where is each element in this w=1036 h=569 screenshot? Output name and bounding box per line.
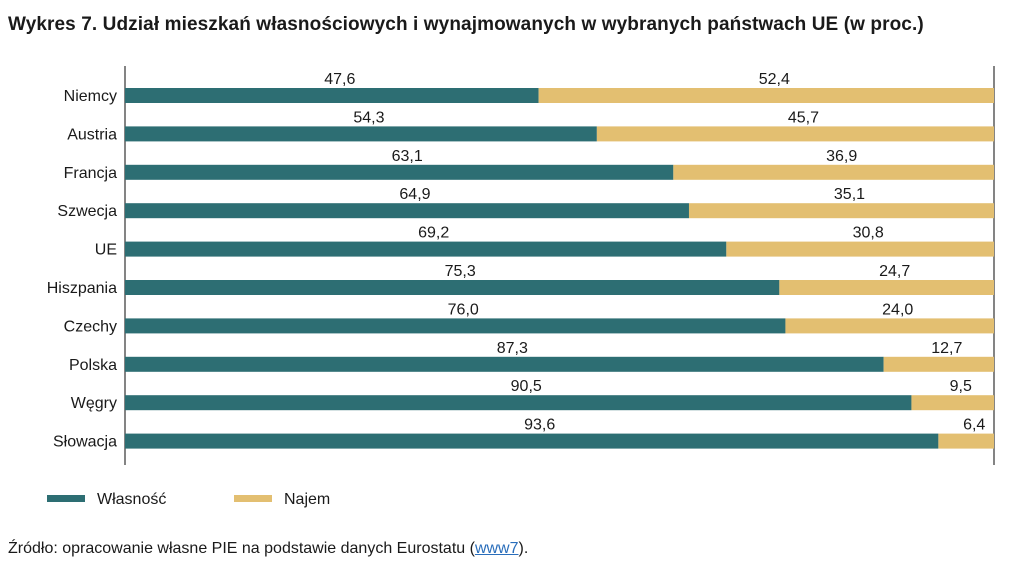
data-label-wlasnosc: 90,5	[511, 378, 542, 395]
data-label-wlasnosc: 54,3	[353, 109, 384, 126]
bar-najem	[911, 395, 994, 411]
bar-najem	[688, 203, 994, 219]
data-label-najem: 24,7	[879, 263, 910, 280]
source-link[interactable]: www7	[474, 540, 519, 557]
data-label-najem: 35,1	[834, 186, 865, 203]
data-label-najem: 45,7	[788, 109, 819, 126]
category-label: Szwecja	[57, 203, 117, 220]
data-label-najem: 12,7	[931, 340, 962, 357]
category-label: Niemcy	[64, 88, 117, 105]
data-label-najem: 52,4	[759, 71, 790, 88]
bar-najem	[726, 241, 994, 257]
legend-swatch-wlasnosc	[47, 495, 85, 502]
bar-najem	[779, 280, 994, 295]
data-label-najem: 9,5	[950, 378, 972, 395]
bar-najem	[883, 356, 994, 372]
category-label: Słowacja	[53, 434, 117, 451]
bar-wlasnosc	[125, 433, 939, 449]
bar-najem	[538, 88, 994, 103]
bar-wlasnosc	[125, 395, 912, 411]
bar-najem	[938, 433, 994, 449]
legend-swatch-najem	[234, 495, 272, 502]
bar-wlasnosc	[125, 126, 597, 142]
source-text: Źródło: opracowanie własne PIE na podsta…	[8, 540, 475, 557]
category-label: Czechy	[64, 318, 117, 335]
data-label-wlasnosc: 93,6	[524, 417, 555, 434]
legend-label-wlasnosc: Własność	[97, 491, 166, 508]
data-label-wlasnosc: 69,2	[418, 225, 449, 242]
category-label: Austria	[67, 126, 117, 143]
data-label-wlasnosc: 75,3	[445, 263, 476, 280]
chart-title: Wykres 7. Udział mieszkań własnościowych…	[8, 14, 924, 35]
bar-wlasnosc	[125, 203, 689, 219]
bar-najem	[673, 164, 994, 180]
category-label: UE	[95, 242, 117, 259]
legend-label-najem: Najem	[284, 491, 330, 508]
data-label-wlasnosc: 63,1	[392, 148, 423, 165]
data-label-wlasnosc: 64,9	[399, 186, 430, 203]
stacked-bar-chart: Niemcy 47,6 52,4 Austria 54,3 45,7 Francja 63,1…	[47, 66, 995, 508]
bar-wlasnosc	[125, 356, 884, 372]
data-label-wlasnosc: 87,3	[497, 340, 528, 357]
data-label-najem: 24,0	[882, 301, 913, 318]
bar-najem	[785, 318, 994, 334]
category-label: Francja	[64, 165, 117, 182]
bar-wlasnosc	[125, 280, 780, 295]
data-label-wlasnosc: 47,6	[324, 71, 355, 88]
source-note: Źródło: opracowanie własne PIE na podsta…	[8, 540, 528, 558]
data-label-wlasnosc: 76,0	[448, 301, 479, 318]
bar-wlasnosc	[125, 88, 539, 103]
category-label: Węgry	[71, 395, 117, 412]
bar-wlasnosc	[125, 318, 786, 334]
data-label-najem: 6,4	[963, 417, 985, 434]
category-label: Hiszpania	[47, 280, 117, 297]
data-label-najem: 30,8	[853, 225, 884, 242]
bar-wlasnosc	[125, 241, 727, 257]
source-end: ).	[518, 540, 529, 557]
bar-najem	[596, 126, 994, 142]
data-label-najem: 36,9	[826, 148, 857, 165]
bar-wlasnosc	[125, 164, 674, 180]
category-label: Polska	[69, 357, 117, 374]
